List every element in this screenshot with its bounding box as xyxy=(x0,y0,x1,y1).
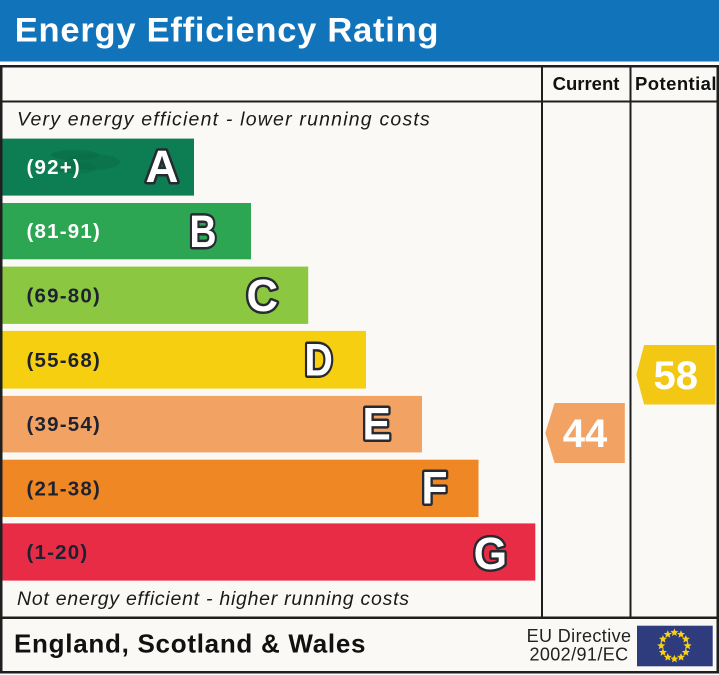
svg-text:(55-68): (55-68) xyxy=(27,349,102,372)
svg-text:2002/91/EC: 2002/91/EC xyxy=(529,644,628,664)
svg-text:44: 44 xyxy=(563,412,608,456)
svg-text:G: G xyxy=(474,528,508,579)
svg-text:C: C xyxy=(247,270,279,321)
svg-text:England, Scotland & Wales: England, Scotland & Wales xyxy=(14,628,366,658)
svg-text:(92+): (92+) xyxy=(27,156,81,179)
svg-text:Current: Current xyxy=(553,73,620,94)
svg-text:E: E xyxy=(363,399,391,450)
svg-text:Energy Efficiency Rating: Energy Efficiency Rating xyxy=(15,12,439,50)
svg-text:(1-20): (1-20) xyxy=(27,541,89,564)
svg-text:(39-54): (39-54) xyxy=(27,413,102,436)
svg-text:58: 58 xyxy=(654,354,699,398)
svg-text:(81-91): (81-91) xyxy=(27,220,102,243)
svg-text:A: A xyxy=(146,141,179,192)
svg-text:F: F xyxy=(422,463,448,514)
svg-text:B: B xyxy=(190,206,217,257)
svg-text:D: D xyxy=(305,335,333,386)
svg-text:EU Directive: EU Directive xyxy=(527,626,632,646)
svg-text:(21-38): (21-38) xyxy=(27,477,102,500)
svg-text:(69-80): (69-80) xyxy=(27,284,102,307)
svg-text:Potential: Potential xyxy=(635,73,717,94)
svg-text:Not energy efficient - higher: Not energy efficient - higher running co… xyxy=(17,588,410,610)
svg-text:Very energy efficient - lower: Very energy efficient - lower running co… xyxy=(17,109,431,131)
